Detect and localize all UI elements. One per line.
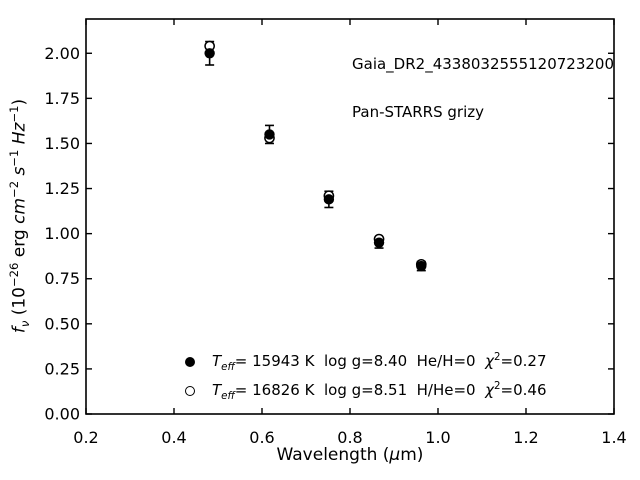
x-tick-label: 0.2 [73, 428, 98, 447]
chi-symbol: χ [485, 380, 495, 399]
legend-text-model2: Teff= 16826 K log g=8.51 H/He=0 χ2=0.46 [212, 380, 547, 402]
filled-circle-icon [185, 357, 195, 367]
y-tick-label: 0.50 [44, 314, 80, 333]
legend-text-model1: Teff= 15943 K log g=8.40 He/H=0 χ2=0.27 [212, 351, 547, 373]
legend-row-model2: Teff= 16826 K log g=8.51 H/He=0 χ2=0.46 [185, 380, 547, 402]
x-tick-label: 0.8 [337, 428, 362, 447]
x-axis-label-text: Wavelength ( [276, 445, 390, 465]
x-tick-label: 0.4 [161, 428, 186, 447]
nu-subscript: ν [18, 320, 33, 328]
open-circle-icon [185, 386, 195, 396]
gaia-source-id: Gaia_DR2_4338032555120723200 [352, 55, 615, 73]
y-tick-label: 1.25 [44, 179, 80, 198]
chi-symbol: χ [485, 351, 495, 370]
mu-symbol: μ [389, 445, 401, 465]
annotation-block: Gaia_DR2_4338032555120723200 Pan-STARRS … [352, 24, 614, 152]
legend-row-model1: Teff= 15943 K log g=8.40 He/H=0 χ2=0.27 [185, 351, 547, 373]
y-axis-label: fν (10−26 erg cm−2 s−1 Hz−1) [7, 98, 33, 334]
y-tick-label: 0.75 [44, 269, 80, 288]
x-tick-label: 1.2 [513, 428, 538, 447]
y-tick-label: 0.25 [44, 359, 80, 378]
y-tick-label: 1.75 [44, 89, 80, 108]
survey-label: Pan-STARRS grizy [352, 103, 485, 121]
y-tick-label: 0.00 [44, 405, 80, 424]
x-axis-label: Wavelength (μm) [86, 445, 614, 465]
flux-symbol: f [9, 327, 30, 334]
model1-point [264, 129, 275, 140]
y-tick-label: 1.00 [44, 224, 80, 243]
model1-point [204, 48, 215, 59]
x-tick-label: 1.0 [425, 428, 450, 447]
model1-point [416, 260, 427, 272]
model1-point [323, 194, 335, 205]
y-tick-label: 1.50 [44, 134, 80, 153]
y-tick-label: 2.00 [44, 44, 80, 63]
x-tick-label: 0.6 [249, 428, 274, 447]
x-tick-label: 1.4 [601, 428, 626, 447]
model1-point [373, 237, 385, 248]
x-axis-label-unit: m) [400, 445, 424, 465]
